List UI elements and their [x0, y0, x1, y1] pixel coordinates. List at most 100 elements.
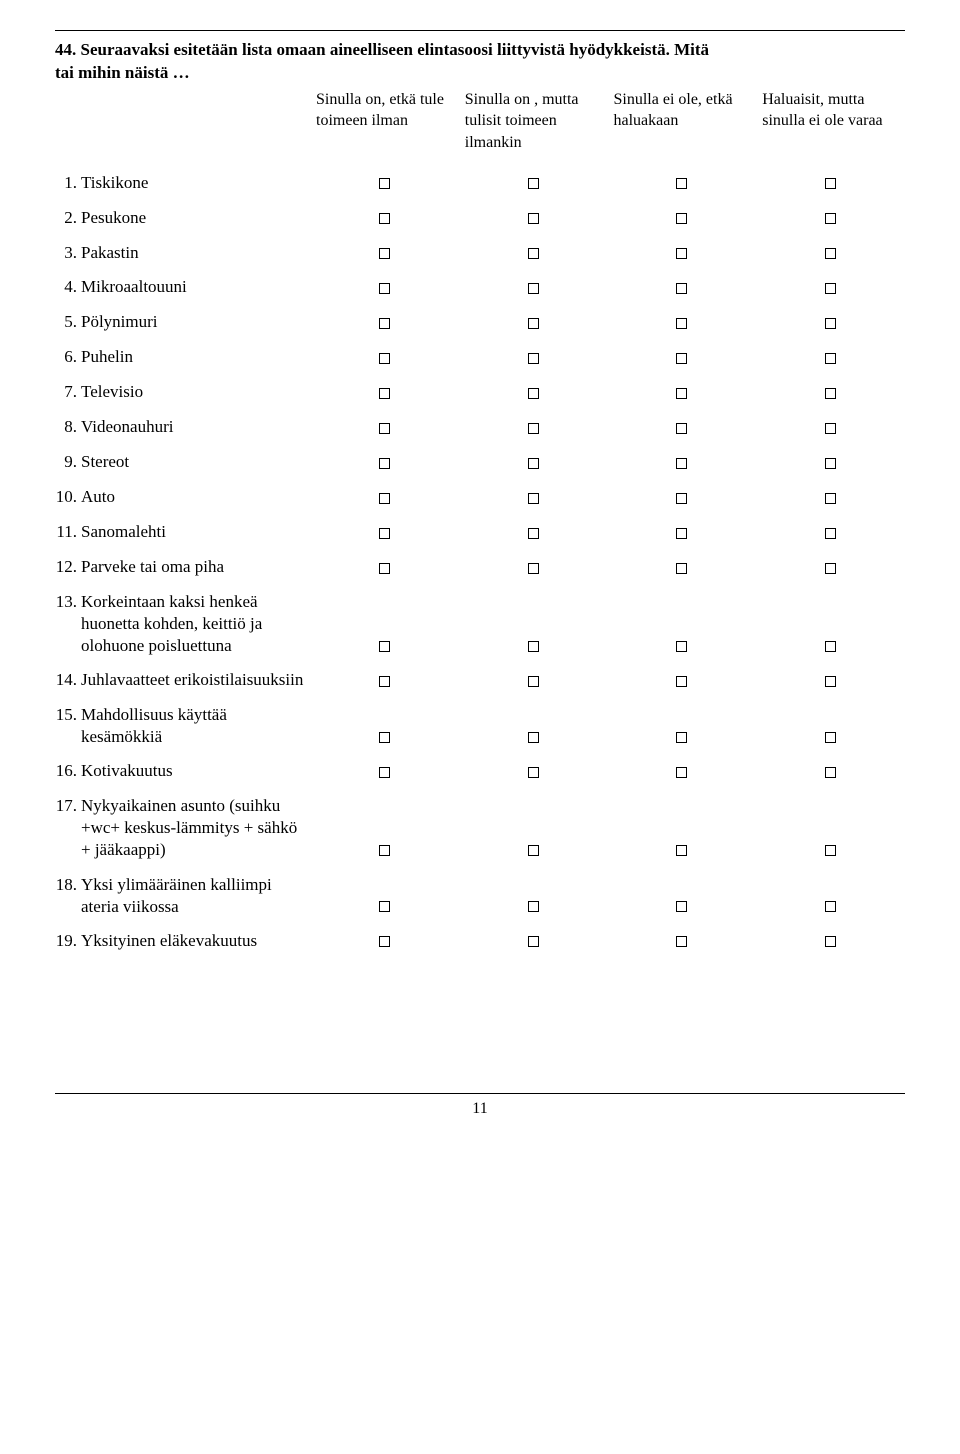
- checkbox[interactable]: [825, 528, 836, 539]
- checkbox[interactable]: [676, 353, 687, 364]
- checkbox[interactable]: [379, 563, 390, 574]
- checkbox[interactable]: [379, 732, 390, 743]
- checkbox[interactable]: [825, 641, 836, 652]
- checkbox[interactable]: [528, 248, 539, 259]
- checkbox[interactable]: [676, 528, 687, 539]
- checkbox[interactable]: [379, 767, 390, 778]
- checkbox[interactable]: [528, 388, 539, 399]
- checkbox[interactable]: [528, 283, 539, 294]
- item-row: 5.Pölynimuri: [55, 311, 905, 334]
- checkbox[interactable]: [825, 732, 836, 743]
- checkbox[interactable]: [825, 318, 836, 329]
- checkbox[interactable]: [379, 528, 390, 539]
- checkbox[interactable]: [379, 458, 390, 469]
- checkbox[interactable]: [676, 213, 687, 224]
- checkbox-cell: [459, 634, 608, 657]
- checkbox[interactable]: [676, 676, 687, 687]
- checkbox[interactable]: [676, 936, 687, 947]
- checkbox-cell: [608, 895, 757, 918]
- checkbox[interactable]: [528, 423, 539, 434]
- checkbox[interactable]: [528, 676, 539, 687]
- checkbox-cell: [756, 760, 905, 783]
- checkbox[interactable]: [676, 767, 687, 778]
- checkbox[interactable]: [379, 493, 390, 504]
- checkbox[interactable]: [676, 732, 687, 743]
- checkbox[interactable]: [379, 248, 390, 259]
- checkbox[interactable]: [528, 493, 539, 504]
- checkbox[interactable]: [825, 458, 836, 469]
- item-row: 1.Tiskikone: [55, 172, 905, 195]
- checkbox[interactable]: [676, 178, 687, 189]
- checkbox[interactable]: [825, 845, 836, 856]
- checkbox[interactable]: [528, 767, 539, 778]
- checkbox-cell: [310, 521, 459, 544]
- checkbox[interactable]: [528, 528, 539, 539]
- checkbox-cell: [459, 451, 608, 474]
- checkbox[interactable]: [379, 318, 390, 329]
- checkbox[interactable]: [528, 732, 539, 743]
- checkbox[interactable]: [676, 845, 687, 856]
- checkbox[interactable]: [379, 641, 390, 652]
- checkbox-cell: [608, 486, 757, 509]
- checkbox[interactable]: [379, 283, 390, 294]
- checkbox[interactable]: [825, 676, 836, 687]
- checkbox[interactable]: [825, 178, 836, 189]
- checkbox[interactable]: [825, 353, 836, 364]
- checkbox[interactable]: [676, 901, 687, 912]
- checkbox[interactable]: [676, 493, 687, 504]
- checkbox[interactable]: [528, 458, 539, 469]
- checkbox-cell: [310, 381, 459, 404]
- checkbox[interactable]: [379, 388, 390, 399]
- checkbox[interactable]: [528, 318, 539, 329]
- checkbox[interactable]: [676, 248, 687, 259]
- checkbox[interactable]: [825, 936, 836, 947]
- item-number: 15.: [55, 704, 81, 748]
- checkbox[interactable]: [528, 353, 539, 364]
- checkbox[interactable]: [676, 563, 687, 574]
- checkbox[interactable]: [379, 423, 390, 434]
- checkbox-cell: [459, 381, 608, 404]
- checkbox-cell: [310, 669, 459, 692]
- checkbox[interactable]: [825, 901, 836, 912]
- checkbox[interactable]: [379, 845, 390, 856]
- item-number: 12.: [55, 556, 81, 579]
- checkbox[interactable]: [528, 213, 539, 224]
- item-number: 8.: [55, 416, 81, 439]
- checkbox[interactable]: [676, 458, 687, 469]
- checkbox-cell: [608, 521, 757, 544]
- item-label: Televisio: [81, 381, 310, 404]
- checkbox[interactable]: [528, 845, 539, 856]
- checkbox[interactable]: [528, 641, 539, 652]
- checkbox[interactable]: [676, 388, 687, 399]
- checkbox[interactable]: [528, 936, 539, 947]
- checkbox[interactable]: [825, 248, 836, 259]
- checkbox[interactable]: [528, 901, 539, 912]
- checkbox-cell: [310, 172, 459, 195]
- checkbox[interactable]: [379, 353, 390, 364]
- checkbox-cell: [608, 556, 757, 579]
- checkbox-cell: [608, 311, 757, 334]
- top-rule: [55, 30, 905, 31]
- column-headers: Sinulla on, etkä tule toimeen ilman Sinu…: [55, 89, 905, 154]
- checkbox[interactable]: [825, 423, 836, 434]
- checkbox[interactable]: [379, 178, 390, 189]
- checkbox[interactable]: [676, 283, 687, 294]
- checkbox[interactable]: [825, 767, 836, 778]
- checkbox[interactable]: [528, 178, 539, 189]
- checkbox[interactable]: [825, 213, 836, 224]
- checkbox[interactable]: [528, 563, 539, 574]
- checkbox[interactable]: [825, 283, 836, 294]
- checkbox[interactable]: [379, 936, 390, 947]
- checkbox[interactable]: [825, 563, 836, 574]
- checkbox[interactable]: [379, 213, 390, 224]
- checkbox[interactable]: [676, 318, 687, 329]
- checkbox[interactable]: [676, 641, 687, 652]
- checkbox[interactable]: [825, 493, 836, 504]
- checkbox-cell: [756, 521, 905, 544]
- checkbox[interactable]: [825, 388, 836, 399]
- checkbox[interactable]: [676, 423, 687, 434]
- item-row: 3.Pakastin: [55, 242, 905, 265]
- checkbox[interactable]: [379, 676, 390, 687]
- checkbox[interactable]: [379, 901, 390, 912]
- checkbox-cell: [310, 416, 459, 439]
